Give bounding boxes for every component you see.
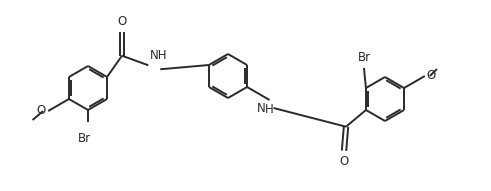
Text: O: O xyxy=(36,104,45,117)
Text: O: O xyxy=(427,69,436,82)
Text: Br: Br xyxy=(78,132,90,145)
Text: N: N xyxy=(257,102,266,115)
Text: O: O xyxy=(117,15,127,28)
Text: H: H xyxy=(265,103,274,116)
Text: O: O xyxy=(339,155,349,168)
Text: Br: Br xyxy=(357,51,371,64)
Text: NH: NH xyxy=(150,49,168,62)
